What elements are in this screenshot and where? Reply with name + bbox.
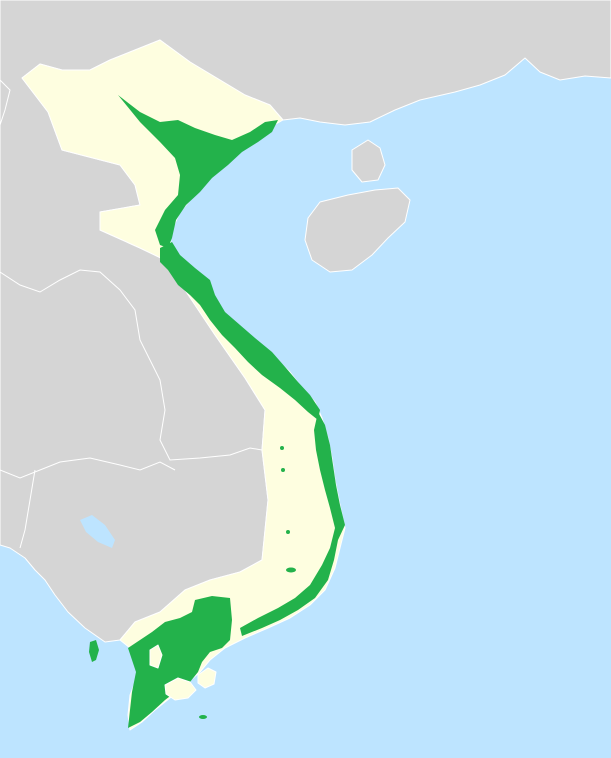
highland-dot-4	[286, 567, 296, 573]
delta-pale-area-1	[164, 677, 197, 701]
highland-dot-1	[280, 446, 284, 450]
con-dao-islet	[199, 715, 207, 719]
hainan-island	[304, 187, 411, 273]
delta-pale-area-2	[197, 667, 217, 689]
border-cambodia-thailand	[0, 457, 176, 479]
mekong-delta-region	[128, 596, 232, 728]
phu-quoc-island	[89, 640, 99, 662]
tonle-sap-lake	[80, 515, 115, 548]
north-central-coast-region	[160, 242, 320, 420]
red-river-delta-region	[118, 95, 278, 248]
highland-dot-3	[286, 530, 290, 534]
delta-pale-area-3	[149, 644, 163, 669]
south-central-coast-region	[240, 412, 345, 636]
border-cambodia-west	[19, 469, 36, 549]
highland-dot-2	[281, 468, 285, 472]
border-north	[0, 79, 11, 126]
coastal-islet	[351, 139, 386, 183]
border-laos-china	[0, 269, 263, 461]
